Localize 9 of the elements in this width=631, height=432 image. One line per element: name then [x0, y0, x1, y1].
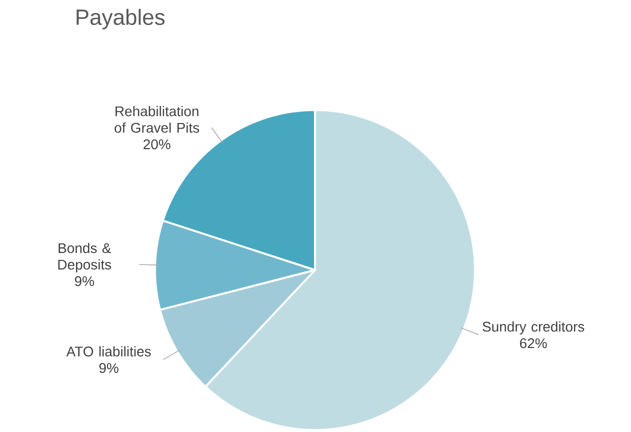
chart-title: Payables — [76, 8, 165, 30]
slice-label: Bonds & Deposits — [58, 242, 112, 272]
slice-label: ATO liabilities — [66, 346, 151, 356]
data-label: 20% — [144, 139, 170, 150]
data-label: 9% — [74, 276, 94, 286]
slice-label: Sundry creditors — [482, 321, 584, 334]
slice-label: Rehabilitation of Gravel Pits — [114, 106, 200, 133]
data-label: 9% — [99, 363, 118, 373]
data-label: 62% — [520, 338, 547, 348]
